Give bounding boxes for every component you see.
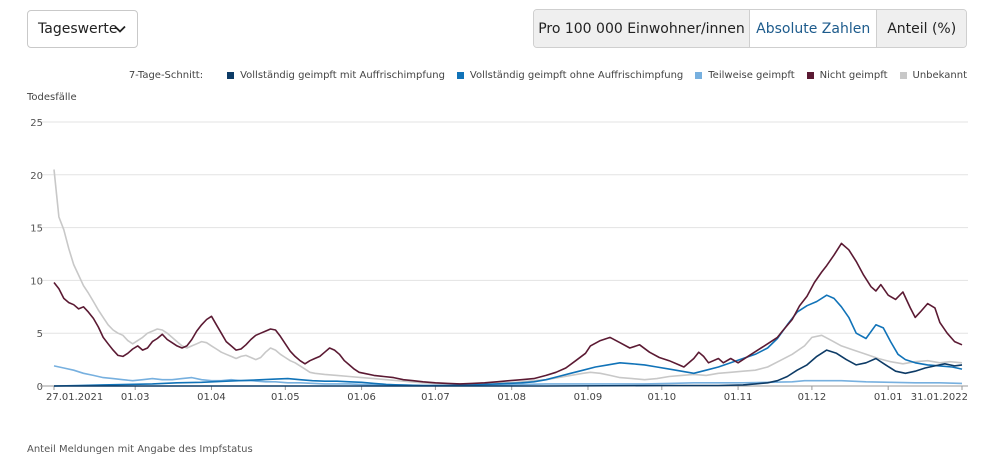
x-tick-label: 01.06 (347, 392, 376, 403)
x-tick-label: 01.01 (874, 392, 903, 403)
toggle-absolute[interactable]: Absolute Zahlen (749, 10, 877, 47)
legend-swatch (806, 72, 814, 79)
series-line-vollst-ndig-geimpft-mit-auffrischimpfung (54, 349, 963, 387)
legend-swatch (899, 72, 907, 79)
toggle-percent[interactable]: Anteil (%) (876, 10, 966, 47)
legend-swatch (227, 72, 235, 79)
series-line-nicht-geimpft (53, 242, 963, 385)
legend-item-full[interactable]: Vollständig geimpft ohne Auffrischimpfun… (456, 70, 684, 81)
x-tick-label: 01.05 (271, 392, 300, 403)
x-tick-label: 01.08 (497, 392, 526, 403)
x-tick-label: 01.04 (197, 392, 226, 403)
y-tick-label: 25 (30, 118, 43, 129)
x-tick-label: 01.12 (798, 392, 827, 403)
x-tick-label: 01.10 (647, 392, 676, 403)
y-tick-label: 0 (37, 382, 43, 393)
legend-label: Vollständig geimpft ohne Auffrischimpfun… (469, 70, 684, 81)
period-dropdown[interactable]: Tageswerte (27, 10, 138, 48)
legend-item-booster[interactable]: Vollständig geimpft mit Auffrischimpfung (227, 70, 445, 81)
legend-item-partial[interactable]: Teilweise geimpft (695, 70, 795, 81)
y-axis-title: Todesfälle (27, 92, 77, 103)
legend-prefix: 7-Tage-Schnitt: (128, 70, 204, 81)
series-line-vollst-ndig-geimpft-ohne-auffrischimpfung (53, 294, 963, 387)
series-line-teilweise-geimpft (53, 365, 963, 387)
y-tick-label: 5 (37, 329, 43, 340)
legend-item-unvaccinated[interactable]: Nicht geimpft (806, 70, 888, 81)
footer-note: Anteil Meldungen mit Angabe des Impfstat… (27, 444, 253, 455)
series-line-unbekannt (53, 169, 963, 385)
x-tick-label: 27.01.2021 (46, 392, 103, 403)
y-tick-label: 20 (30, 171, 43, 182)
x-tick-label: 31.01.2022 (911, 392, 968, 403)
period-dropdown-value: Tageswerte (38, 21, 118, 37)
legend-label: Teilweise geimpft (708, 70, 795, 81)
unit-toggle: Pro 100 000 Einwohner/innen Absolute Zah… (533, 9, 967, 48)
x-tick-label: 01.11 (724, 392, 753, 403)
x-tick-label: 01.07 (421, 392, 450, 403)
toggle-per-100000[interactable]: Pro 100 000 Einwohner/innen (534, 10, 749, 47)
y-tick-label: 10 (30, 276, 43, 287)
chevron-down-icon (114, 25, 126, 33)
chart-legend: 7-Tage-Schnitt: Vollständig geimpft mit … (129, 70, 967, 81)
legend-item-unknown[interactable]: Unbekannt (899, 70, 968, 81)
legend-swatch (456, 72, 464, 79)
y-tick-label: 15 (30, 224, 43, 235)
legend-label: Vollständig geimpft mit Auffrischimpfung (240, 70, 445, 81)
x-tick-label: 01.03 (121, 392, 150, 403)
legend-label: Unbekannt (912, 70, 968, 81)
legend-swatch (695, 72, 703, 79)
legend-label: Nicht geimpft (819, 70, 888, 81)
x-tick-label: 01.09 (574, 392, 603, 403)
